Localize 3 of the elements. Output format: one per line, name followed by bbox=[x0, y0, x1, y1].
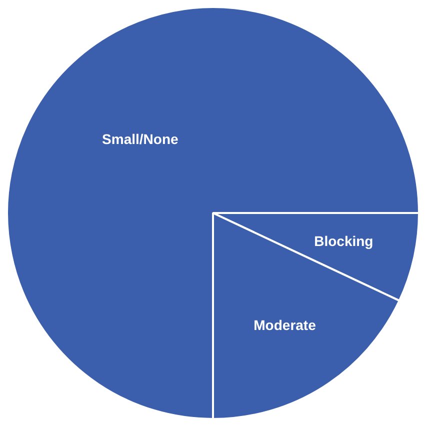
slice-label: Blocking bbox=[314, 233, 374, 250]
slice-label: Moderate bbox=[254, 316, 316, 333]
slice-label: Small/None bbox=[102, 131, 178, 148]
